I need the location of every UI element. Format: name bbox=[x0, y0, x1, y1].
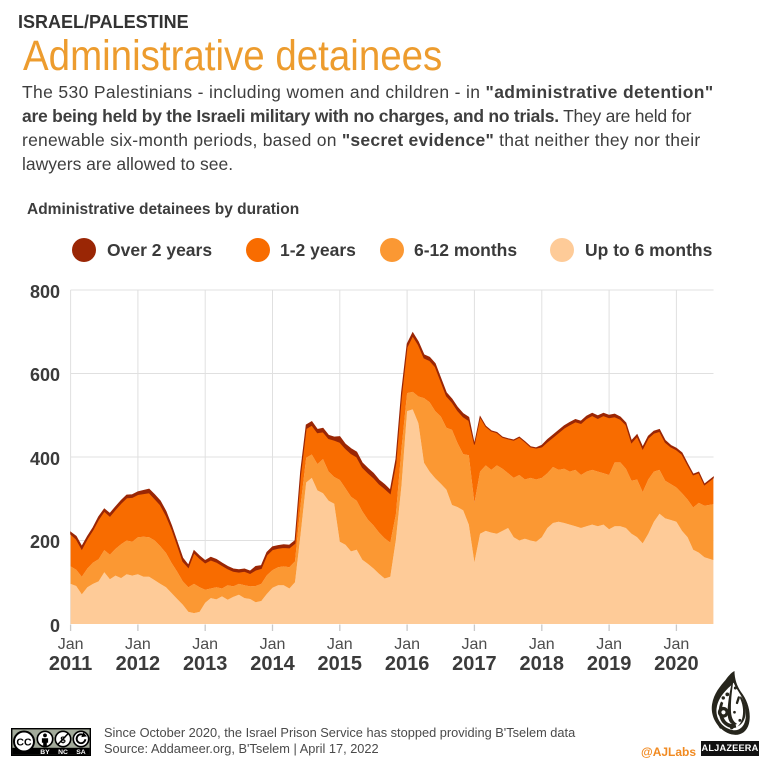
svg-text:CC: CC bbox=[16, 737, 32, 749]
svg-text:SA: SA bbox=[76, 749, 86, 756]
svg-text:$: $ bbox=[60, 735, 66, 746]
svg-text:NC: NC bbox=[58, 749, 68, 756]
svg-text:BY: BY bbox=[40, 749, 50, 756]
